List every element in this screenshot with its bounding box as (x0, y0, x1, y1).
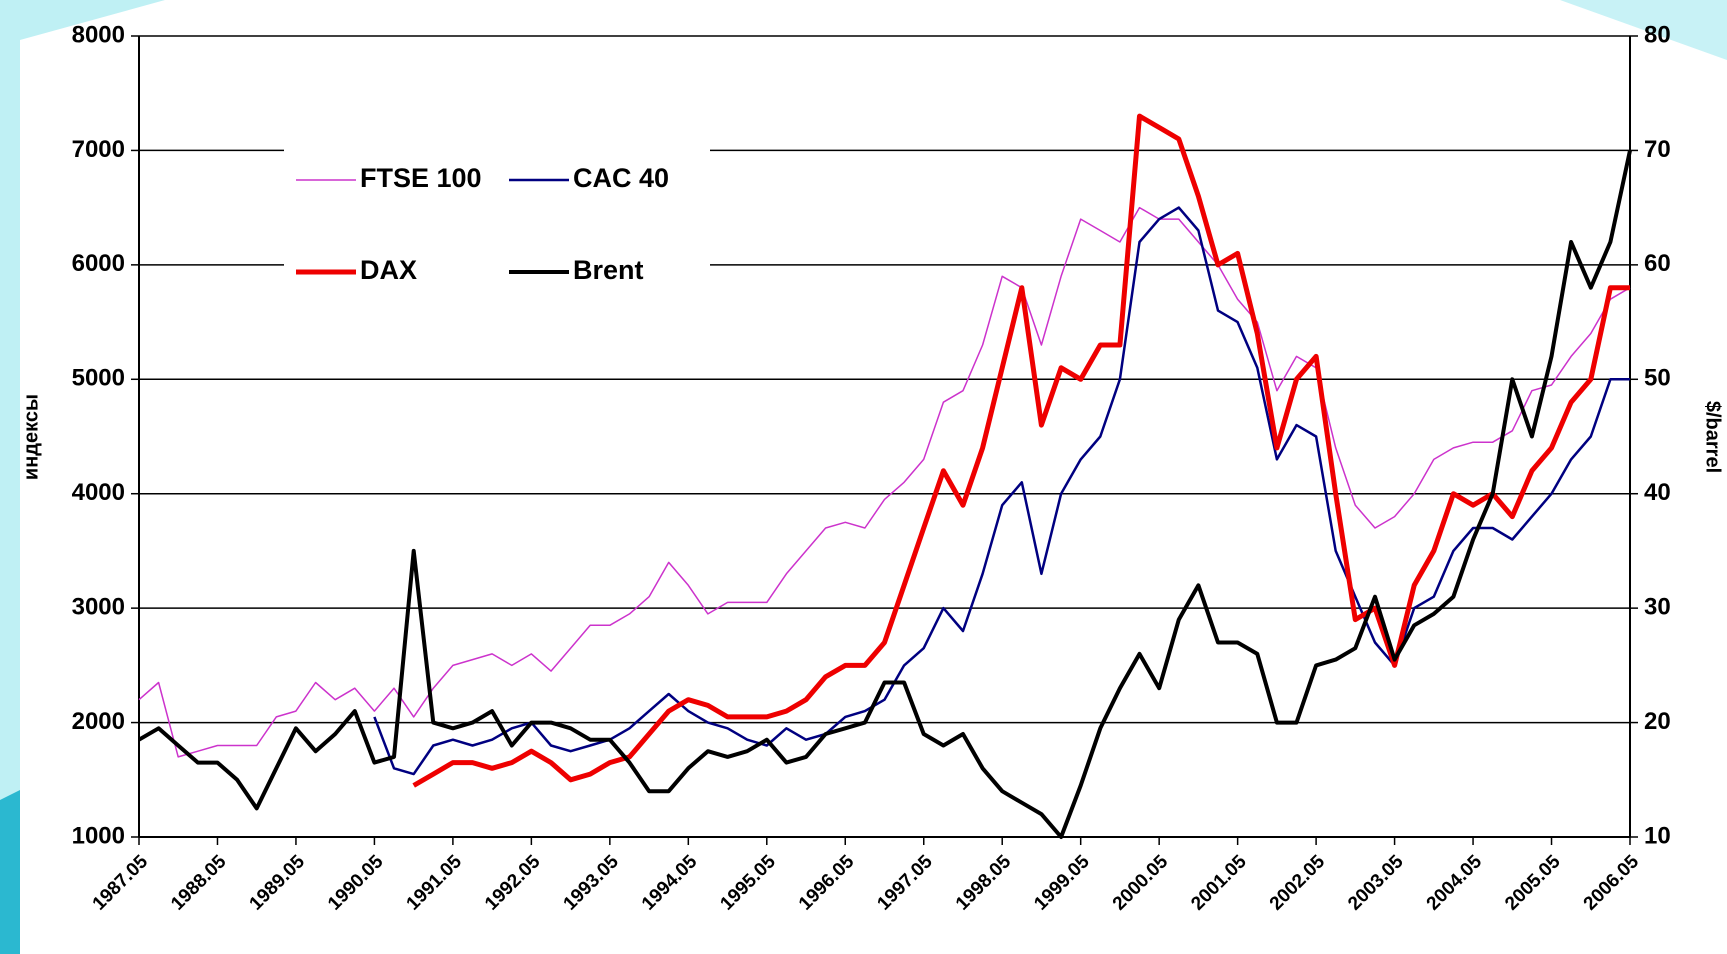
x-tick-label: 2000.05 (1109, 851, 1173, 915)
series-line (373, 206, 1630, 776)
y2-tick-label: 40 (1644, 479, 1671, 506)
y-tick-label: 6000 (72, 250, 125, 277)
x-tick-label: 1995.05 (716, 851, 780, 915)
x-tick-label: 2004.05 (1423, 851, 1487, 915)
x-tick-label: 2002.05 (1266, 851, 1330, 915)
x-tick-label: 1999.05 (1030, 851, 1094, 915)
x-tick-label: 2005.05 (1501, 851, 1565, 915)
decor (0, 790, 20, 954)
x-tick-label: 1990.05 (324, 851, 388, 915)
legend (284, 135, 710, 310)
legend-label: DAX (360, 255, 417, 285)
y2-tick-label: 80 (1644, 21, 1671, 48)
y-tick-label: 4000 (72, 479, 125, 506)
y-axis-label: индексы (20, 394, 42, 480)
y2-tick-label: 50 (1644, 365, 1671, 392)
x-tick-label: 1992.05 (481, 851, 545, 915)
x-tick-label: 1994.05 (638, 851, 702, 915)
x-tick-label: 1988.05 (167, 851, 231, 915)
legend-label: FTSE 100 (360, 163, 482, 193)
decor (1560, 0, 1727, 60)
x-tick-label: 1987.05 (89, 851, 153, 915)
y2-axis-label: $/barrel (1702, 401, 1724, 473)
y-tick-label: 5000 (72, 365, 125, 392)
y-tick-label: 8000 (72, 21, 125, 48)
series-line (137, 149, 1632, 839)
legend-label: Brent (573, 255, 644, 285)
legend-label: CAC 40 (573, 163, 669, 193)
y2-tick-label: 60 (1644, 250, 1671, 277)
y2-tick-label: 20 (1644, 708, 1671, 735)
y2-tick-label: 10 (1644, 822, 1671, 849)
x-tick-label: 1989.05 (246, 851, 310, 915)
x-tick-label: 1993.05 (560, 851, 624, 915)
x-tick-label: 1991.05 (403, 851, 467, 915)
x-tick-label: 1997.05 (873, 851, 937, 915)
y2-tick-label: 30 (1644, 593, 1671, 620)
x-tick-label: 1998.05 (952, 851, 1016, 915)
series-line (412, 113, 1630, 788)
x-tick-label: 2003.05 (1344, 851, 1408, 915)
y-tick-label: 1000 (72, 822, 125, 849)
y-tick-label: 3000 (72, 593, 125, 620)
series-line (138, 206, 1631, 758)
y-tick-label: 2000 (72, 708, 125, 735)
x-tick-label: 2006.05 (1580, 851, 1644, 915)
y-tick-label: 7000 (72, 136, 125, 163)
x-tick-label: 2001.05 (1187, 851, 1251, 915)
x-tick-label: 1996.05 (795, 851, 859, 915)
y2-tick-label: 70 (1644, 136, 1671, 163)
